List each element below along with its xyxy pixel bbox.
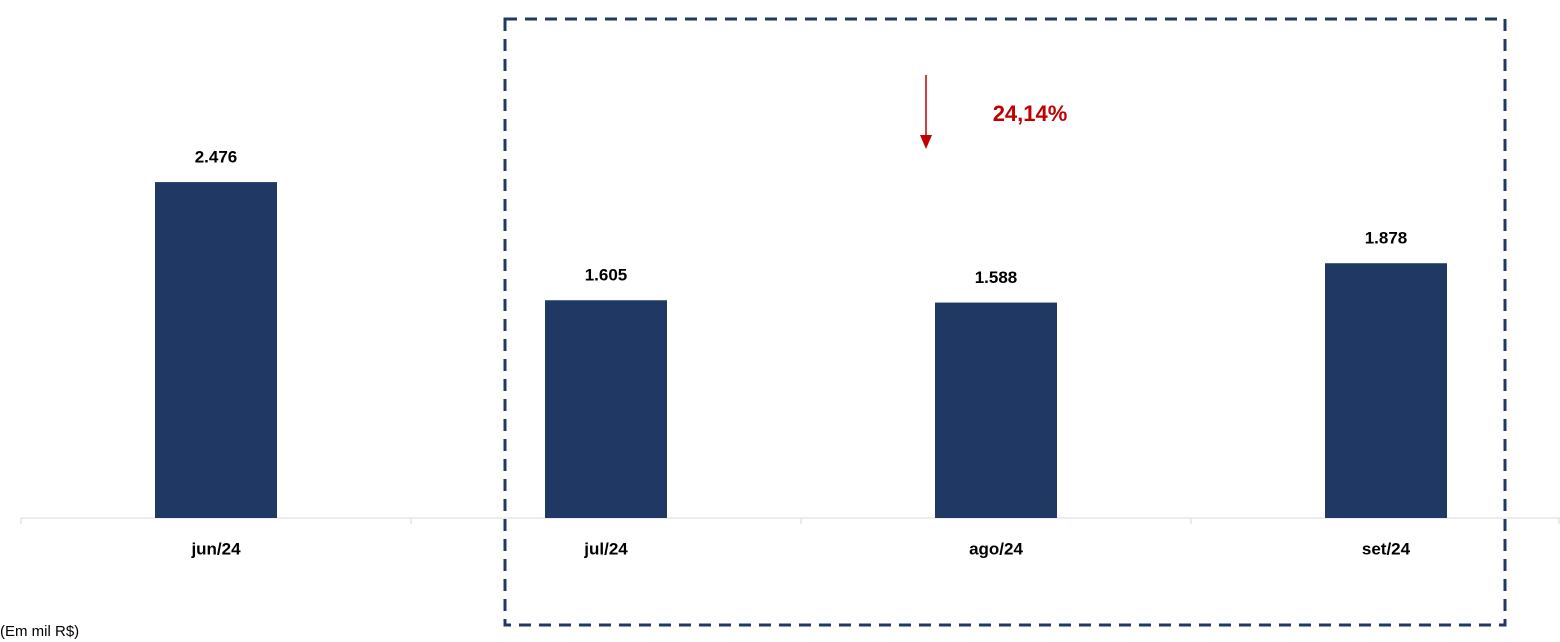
data-label: 1.588 <box>975 268 1018 287</box>
annotation-arrowhead <box>920 135 932 149</box>
data-label: 1.605 <box>585 266 628 285</box>
bar <box>1325 263 1447 518</box>
x-tick-label: ago/24 <box>969 539 1023 558</box>
data-label: 1.878 <box>1365 229 1408 248</box>
bar <box>155 182 277 518</box>
unit-note: (Em mil R$) <box>0 623 79 640</box>
data-label: 2.476 <box>195 148 238 167</box>
highlight-box <box>503 17 1507 627</box>
bar <box>545 300 667 518</box>
annotation: 24,14% <box>993 101 1068 126</box>
bar <box>935 302 1057 518</box>
x-tick-label: jul/24 <box>583 539 628 558</box>
x-tick-label: set/24 <box>1362 539 1411 558</box>
x-tick-label: jun/24 <box>190 539 241 558</box>
